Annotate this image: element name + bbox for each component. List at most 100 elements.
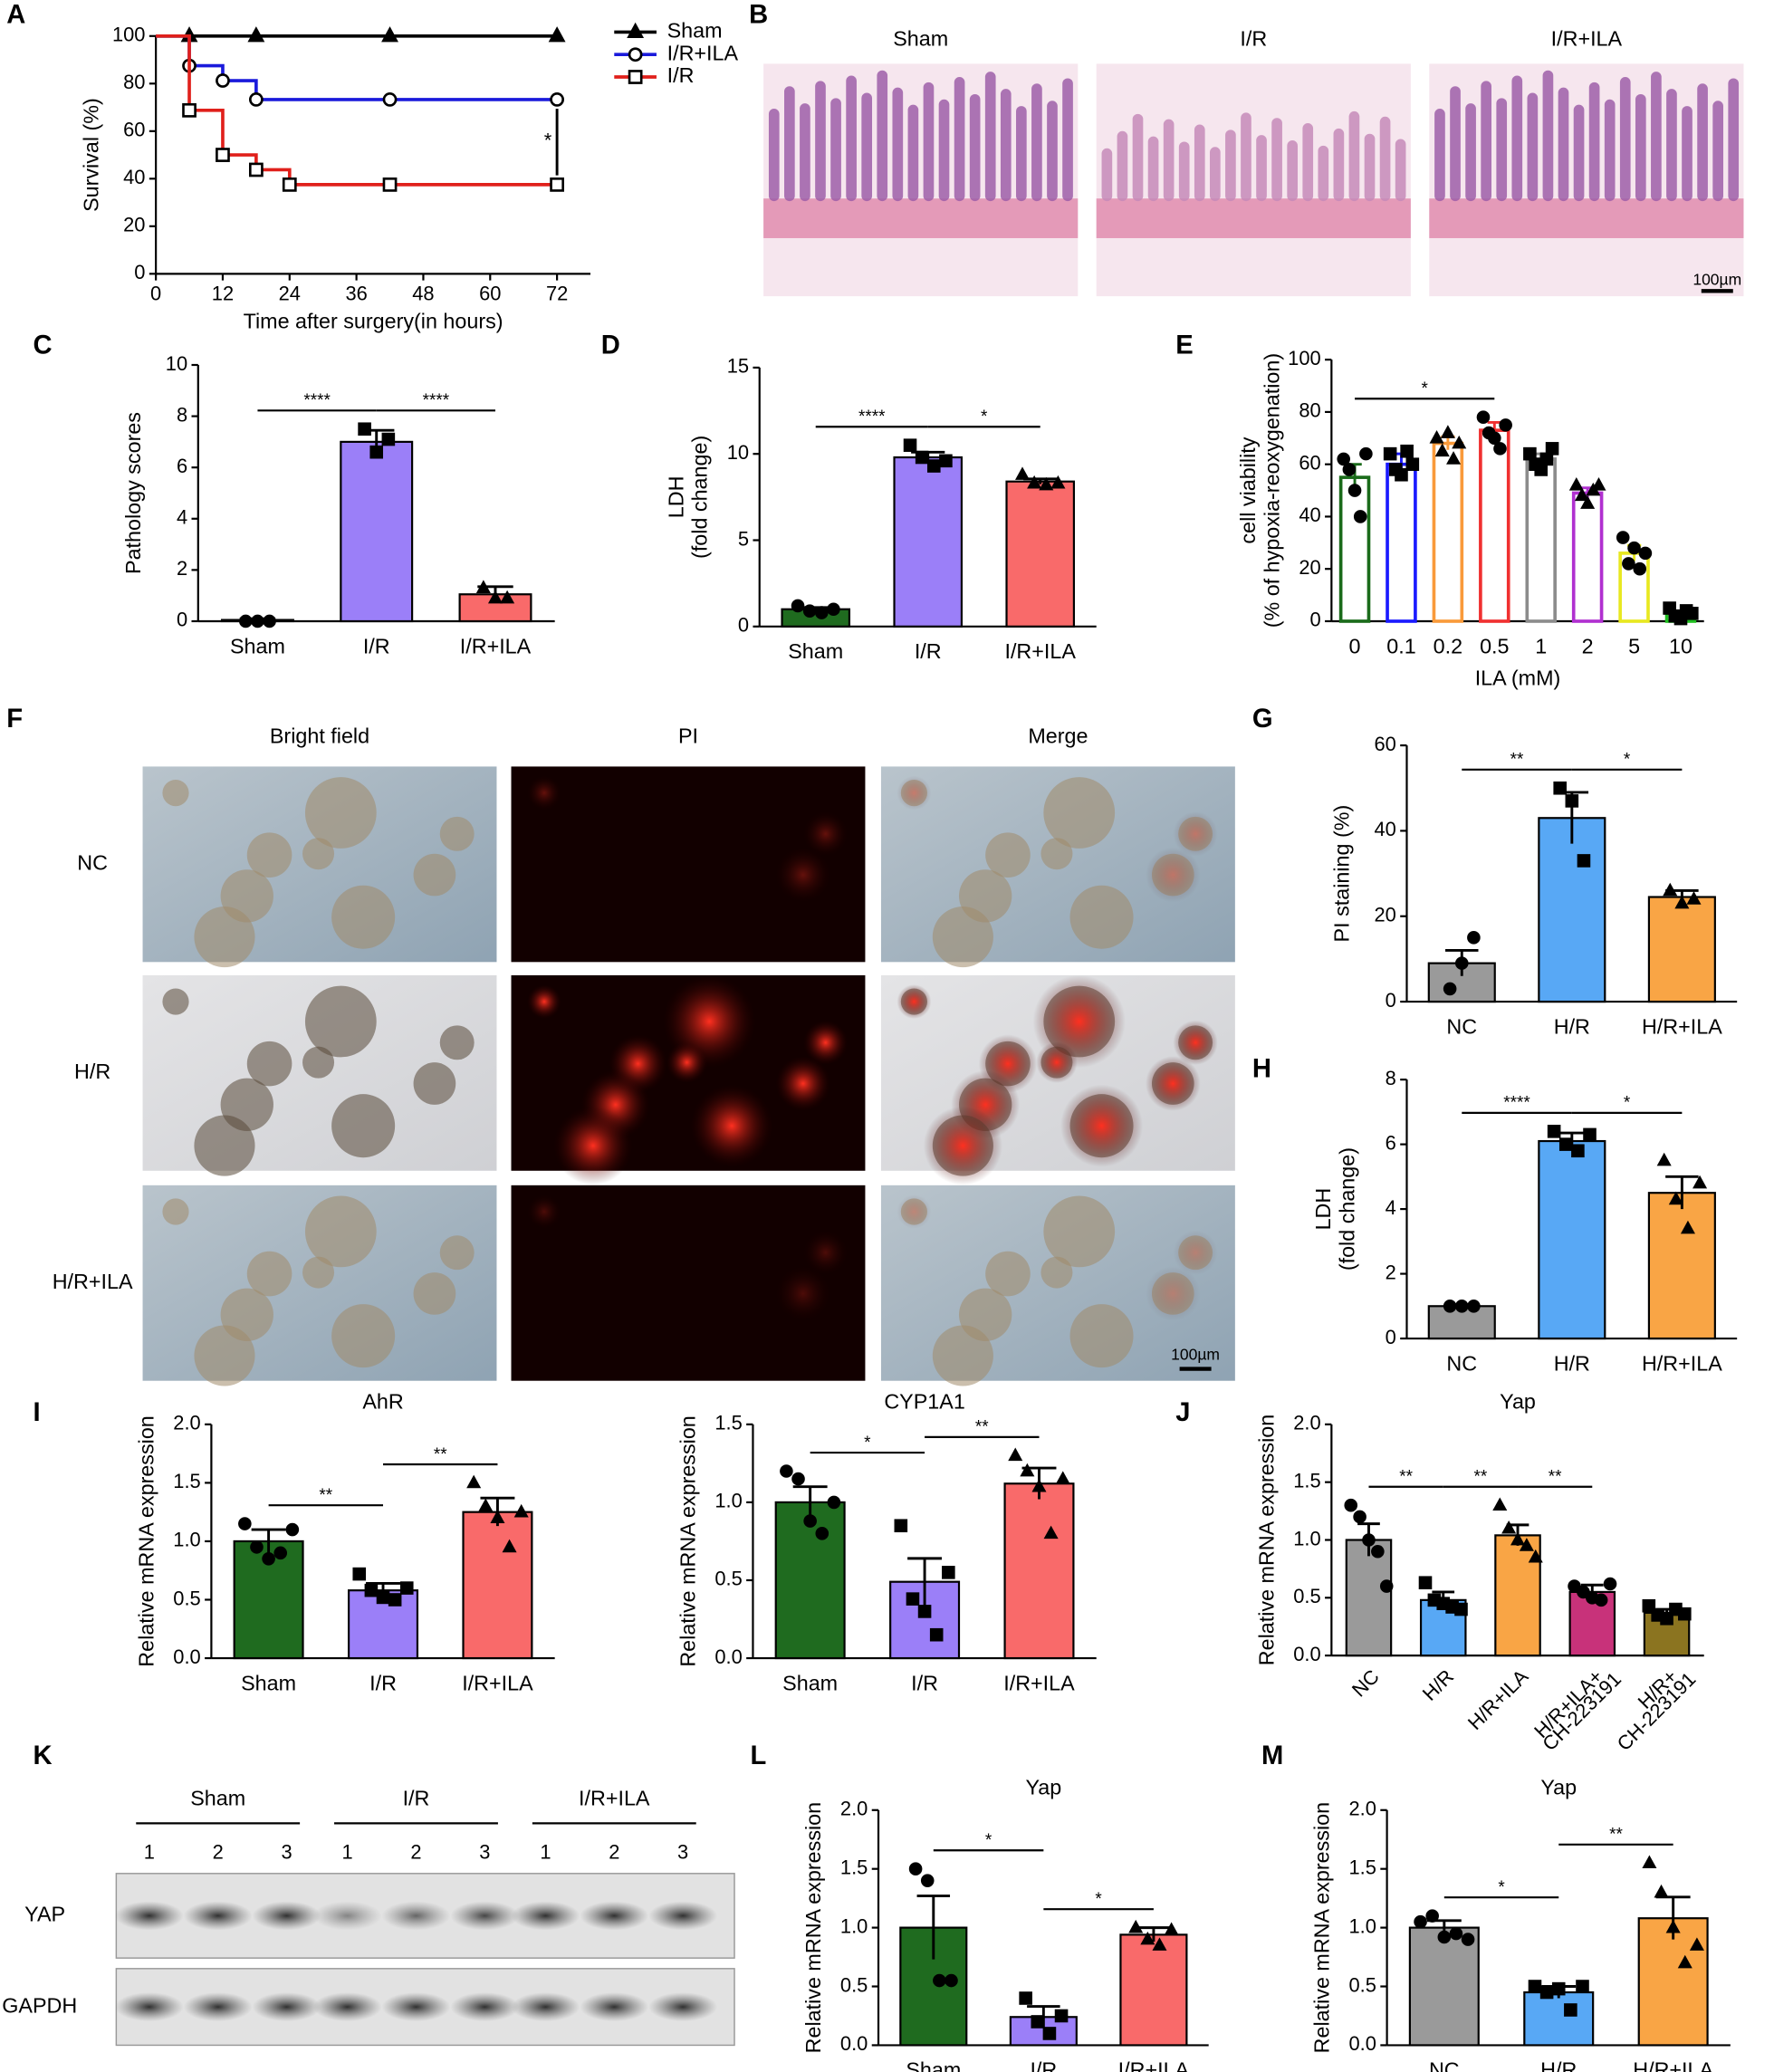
- point: [478, 1498, 494, 1512]
- cell-cluster: [1043, 1195, 1116, 1268]
- point: [381, 432, 396, 446]
- point: [239, 614, 253, 628]
- point: [376, 1590, 390, 1605]
- blot-band: [381, 1992, 451, 2022]
- scale-bar-label: 100µm: [1171, 1346, 1220, 1364]
- group-label: Sham: [190, 1786, 245, 1809]
- villus: [923, 82, 935, 202]
- point: [1031, 2015, 1045, 2029]
- y-tick-label: 4: [1386, 1196, 1396, 1219]
- cell-cluster: [302, 838, 335, 870]
- point: [1039, 476, 1054, 491]
- point: [352, 1567, 367, 1581]
- blot-band: [183, 1992, 253, 2022]
- y-tick-label: 2.0: [1293, 1412, 1320, 1434]
- blot-row-label: GAPDH: [2, 1993, 77, 2017]
- point: [1488, 431, 1501, 446]
- x-tick-label: Sham: [241, 1671, 296, 1694]
- tissue-layer: [1096, 198, 1411, 238]
- point: [1663, 882, 1678, 897]
- x-tick-label: I/R+ILA: [460, 634, 532, 657]
- point: [1519, 1538, 1534, 1551]
- point: [1558, 1137, 1573, 1151]
- x-tick-label: 36: [345, 282, 367, 304]
- villus: [1241, 112, 1251, 202]
- pi-signal: [803, 1020, 849, 1065]
- significance-label: *: [1624, 1094, 1631, 1113]
- x-tick-label: 2: [1582, 634, 1594, 657]
- villus: [1147, 136, 1159, 202]
- point: [285, 1522, 300, 1537]
- point: [1371, 1544, 1385, 1559]
- villus: [800, 103, 810, 202]
- x-tick-label: Sham: [782, 1671, 838, 1694]
- significance-label: *: [864, 1434, 871, 1453]
- point: [917, 1605, 932, 1618]
- legend-label: Sham: [667, 19, 723, 43]
- cell-cluster: [302, 1256, 335, 1289]
- point: [1571, 1144, 1585, 1158]
- point: [628, 47, 643, 62]
- point: [1577, 854, 1591, 868]
- y-tick-label: 1.0: [1349, 1914, 1376, 1937]
- x-tick-label: NC: [1429, 2058, 1460, 2072]
- point: [1429, 430, 1444, 444]
- x-tick-label: I/R+ILA: [462, 1671, 533, 1694]
- significance-label: **: [1399, 1468, 1413, 1487]
- cell-cluster: [162, 1198, 189, 1225]
- survival-line: [156, 34, 558, 187]
- significance-label: **: [1473, 1468, 1487, 1487]
- blot-band: [511, 1901, 580, 1931]
- bar: [1525, 457, 1557, 623]
- point: [399, 1581, 414, 1595]
- blot-band: [252, 1901, 321, 1931]
- x-tick-label: H/R+ILA: [1463, 1664, 1533, 1734]
- x-tick-label: H/R+ILA: [1642, 1014, 1722, 1038]
- pi-signal: [553, 1106, 633, 1185]
- error-bar: [916, 1895, 951, 1960]
- bar: [1386, 462, 1417, 623]
- cell-cluster: [246, 1251, 292, 1297]
- y-tick-label: 60: [123, 119, 145, 141]
- histology-image: [763, 63, 1079, 297]
- point: [263, 614, 276, 628]
- pi-signal: [1145, 1056, 1201, 1111]
- villus: [1465, 103, 1476, 202]
- villus: [1619, 77, 1631, 202]
- blot-band: [114, 1901, 184, 1931]
- point: [1510, 1531, 1526, 1546]
- point: [1379, 1579, 1394, 1593]
- villus: [892, 87, 904, 202]
- bar: [340, 440, 414, 623]
- point: [1031, 1478, 1047, 1492]
- pi-signal: [1036, 1041, 1078, 1083]
- cell-cluster: [194, 1115, 255, 1176]
- y-tick-label: 1.0: [840, 1914, 868, 1937]
- point: [945, 1973, 958, 1988]
- point: [1665, 1919, 1681, 1933]
- point: [1551, 1981, 1566, 1996]
- point: [939, 454, 953, 468]
- panel-label: J: [1175, 1398, 1190, 1427]
- point: [1565, 794, 1579, 808]
- point: [1019, 1991, 1032, 2005]
- x-tick-label: I/R+ILA: [1003, 1671, 1075, 1694]
- pi-signal: [775, 847, 831, 903]
- point: [1395, 467, 1408, 482]
- bar: [1005, 480, 1075, 628]
- panel-label: E: [1175, 331, 1193, 360]
- villus: [1395, 139, 1406, 202]
- point: [1493, 442, 1507, 456]
- blot-band: [580, 1992, 649, 2022]
- cell-cluster: [932, 906, 993, 968]
- point: [1553, 781, 1567, 795]
- point: [1547, 1125, 1561, 1138]
- panel-label: M: [1261, 1741, 1283, 1770]
- point: [1405, 457, 1420, 471]
- cell-cluster: [1069, 1304, 1134, 1368]
- tissue-layer: [763, 198, 1079, 238]
- bar: [1345, 1539, 1393, 1657]
- significance-label: *: [1498, 1878, 1505, 1897]
- x-tick-label: Sham: [788, 639, 843, 663]
- blot-band: [648, 1901, 718, 1931]
